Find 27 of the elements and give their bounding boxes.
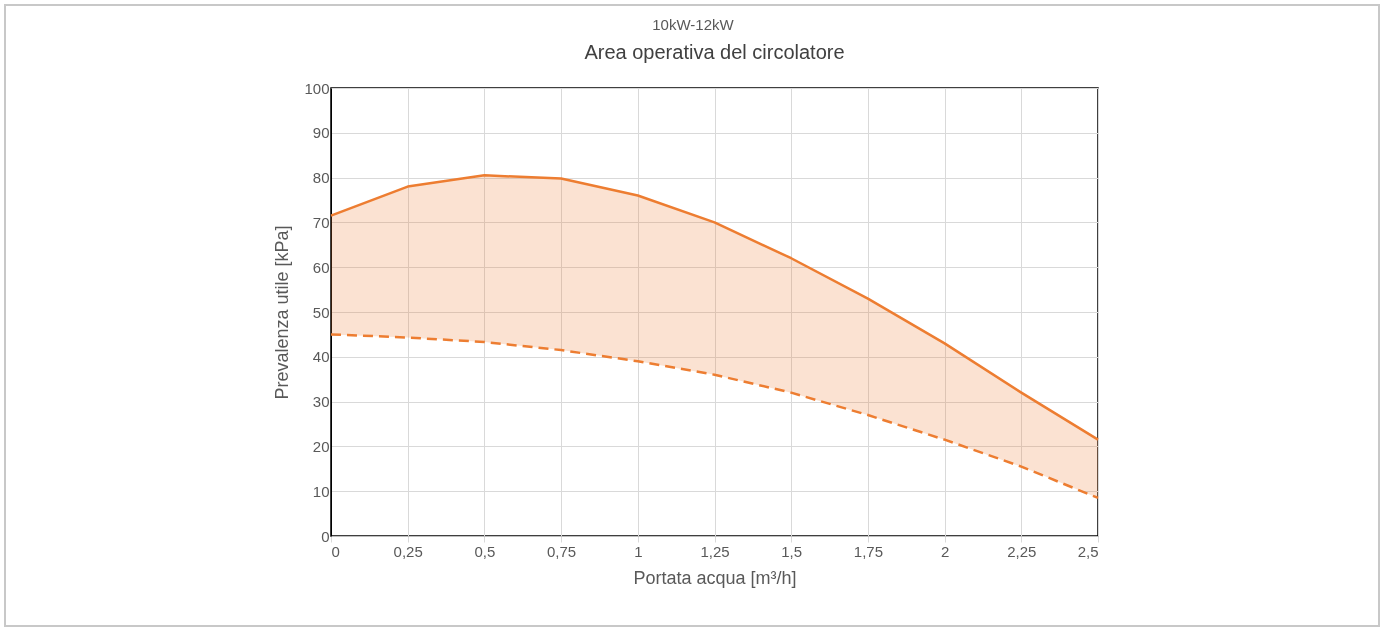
y-tick-label: 100 (304, 79, 330, 97)
chart-title: Area operativa del circolatore (584, 41, 845, 63)
y-tick-label: 10 (312, 482, 330, 500)
y-tick-label: 70 (312, 213, 330, 231)
line-series (329, 333, 1100, 500)
y-tick-label: 40 (312, 348, 330, 366)
x-tick-label: 0,5 (474, 542, 496, 560)
x-tick-label: 2 (940, 542, 950, 560)
x-tick-label: 2,25 (1007, 542, 1037, 560)
y-tick-label: 30 (312, 393, 330, 411)
y-tick-label: 20 (312, 437, 330, 455)
x-tick-label: 0,25 (393, 542, 423, 560)
y-tick-label: 80 (312, 169, 330, 187)
line-series (329, 174, 1100, 441)
y-tick-label: 90 (312, 124, 330, 142)
x-tick-label: 0,75 (547, 542, 577, 560)
x-axis-title: Portata acqua [m³/h] (633, 567, 797, 588)
x-tick-label: 1,25 (700, 542, 730, 560)
y-tick-label: 60 (312, 258, 330, 276)
chart-subtitle: 10kW-12kW (651, 16, 735, 33)
x-tick-label: 1,75 (853, 542, 883, 560)
x-tick-label: 2,5 (1077, 542, 1099, 560)
y-tick-label: 50 (312, 303, 330, 321)
y-axis-title: Prevalenza utile [kPa] (272, 225, 293, 400)
y-tick-label: 0 (321, 527, 330, 545)
x-tick-label: 1,5 (781, 542, 803, 560)
x-tick-label: 1 (634, 542, 643, 560)
